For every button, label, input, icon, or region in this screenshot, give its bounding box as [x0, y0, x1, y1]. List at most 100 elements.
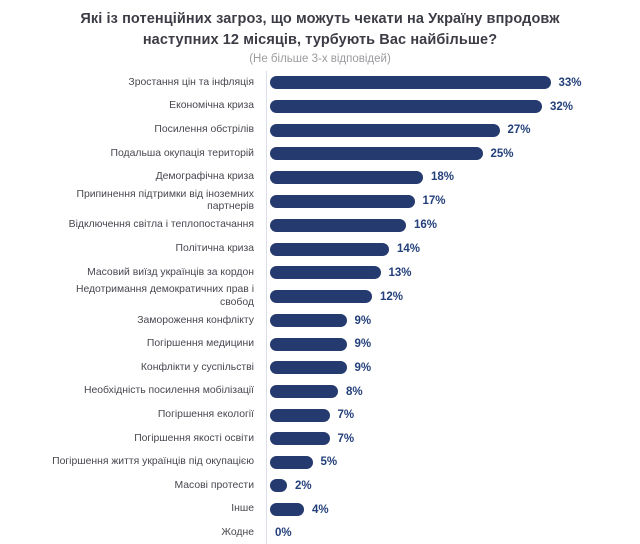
bar-zone: 27%: [266, 118, 640, 142]
bar: [270, 170, 423, 184]
bar-row: Політична криза 14%: [0, 237, 640, 261]
category-label: Подальша окупація територій: [110, 147, 254, 159]
category-label: Припинення підтримки від іноземних партн…: [76, 189, 254, 213]
category-label: Погіршення життя українців під окупацією: [52, 456, 254, 468]
value-label: 4%: [312, 503, 329, 516]
bar: [270, 218, 406, 232]
value-label: 32%: [550, 100, 574, 113]
value-label: 2%: [295, 479, 312, 492]
bar-row: Жодне 0%: [0, 521, 640, 544]
value-label: 17%: [422, 195, 446, 208]
value-label: 9%: [354, 361, 372, 374]
bar: [270, 361, 347, 375]
bar-row: Посилення обстрілів 27%: [0, 118, 640, 142]
category-label: Необхідність посилення мобілізації: [83, 385, 254, 397]
category-label: Економічна криза: [169, 100, 254, 112]
bar-row: Погіршення екології 7%: [0, 403, 640, 427]
bar-zone: 13%: [266, 260, 640, 285]
bar: [270, 123, 500, 137]
bar: [270, 385, 338, 399]
category-label: Жодне: [221, 526, 254, 538]
category-label: Конфлікти у суспільстві: [140, 361, 254, 373]
category-label: Інше: [231, 503, 254, 515]
category-label: Відключення світла і теплопостачання: [68, 219, 254, 231]
bar: [270, 479, 287, 493]
bar-row: Масовий виїзд українців за кордон 13%: [0, 260, 640, 285]
category-label: Замороження конфлікту: [137, 314, 254, 326]
bar: [270, 408, 330, 422]
category-label: Погіршення медицини: [146, 338, 254, 350]
value-label: 27%: [507, 124, 531, 137]
bar-zone: 9%: [266, 332, 640, 357]
bar-zone: 7%: [266, 426, 640, 451]
chart-subtitle: (Не більше 3-х відповідей): [249, 53, 391, 66]
bar: [270, 266, 381, 280]
value-label: 9%: [354, 338, 372, 351]
bar-zone: 0%: [266, 521, 640, 544]
value-label: 18%: [431, 171, 455, 184]
bar-row: Зростання цін та інфляція 33%: [0, 71, 640, 95]
bar-zone: 14%: [266, 237, 640, 261]
category-label: Погіршення екології: [157, 409, 254, 420]
bar-row: Погіршення якості освіти 7%: [0, 426, 640, 451]
bar: [270, 242, 389, 256]
bar-zone: 18%: [266, 165, 640, 190]
value-label: 9%: [354, 314, 372, 327]
bar: [270, 290, 372, 304]
category-label: Недотримання демократичних прав і свобод: [75, 284, 254, 308]
bar: [270, 147, 483, 161]
value-label: 5%: [320, 456, 338, 469]
bar-chart: Зростання цін та інфляція 33% Економічна к…: [0, 71, 640, 544]
value-label: 0%: [275, 527, 292, 540]
value-label: 7%: [337, 432, 355, 445]
bar: [270, 337, 347, 351]
category-label: Зростання цін та інфляція: [128, 76, 254, 88]
bar: [270, 76, 551, 90]
bar-zone: 32%: [266, 94, 640, 119]
bar-row: Замороження конфлікту 9%: [0, 308, 640, 333]
bar-row: Демографічна криза 18%: [0, 165, 640, 190]
bar: [270, 194, 415, 208]
bar-row: Економічна криза 32%: [0, 94, 640, 119]
bar-zone: 8%: [266, 379, 640, 404]
bar-zone: 12%: [266, 284, 640, 309]
category-label: Демографічна криза: [155, 171, 254, 183]
value-label: 33%: [558, 76, 582, 89]
category-label: Погіршення якості освіти: [134, 432, 254, 444]
bar: [270, 314, 347, 328]
bar-zone: 7%: [266, 403, 640, 427]
value-label: 7%: [337, 409, 355, 422]
category-label: Політична криза: [175, 242, 254, 254]
value-label: 16%: [414, 219, 438, 232]
bar-zone: 4%: [266, 497, 640, 522]
bar-row: Погіршення життя українців під окупацією…: [0, 450, 640, 475]
bar-zone: 33%: [266, 71, 640, 95]
bar-zone: 9%: [266, 356, 640, 380]
bar-row: Припинення підтримки від іноземних партн…: [0, 189, 640, 214]
bar: [270, 455, 313, 469]
bar: [270, 503, 304, 517]
bar: [270, 100, 542, 114]
bar-row: Відключення світла і теплопостачання 16%: [0, 213, 640, 238]
bar-row: Конфлікти у суспільстві 9%: [0, 356, 640, 380]
bar-zone: 16%: [266, 213, 640, 238]
value-label: 25%: [490, 147, 514, 160]
bar-row: Погіршення медицини 9%: [0, 332, 640, 357]
bar-row: Недотримання демократичних прав і свобод…: [0, 284, 640, 309]
bar-zone: 17%: [266, 189, 640, 214]
bar-row: Необхідність посилення мобілізації 8%: [0, 379, 640, 404]
bar-row: Масові протести 2%: [0, 474, 640, 498]
category-label: Масові протести: [174, 479, 255, 491]
bar-row: Подальша окупація територій 25%: [0, 141, 640, 166]
bar-zone: 25%: [266, 141, 640, 166]
bar-zone: 5%: [266, 450, 640, 475]
chart-title: Які із потенційних загроз, що можуть чек…: [80, 11, 560, 48]
category-label: Посилення обстрілів: [154, 124, 254, 135]
value-label: 14%: [397, 243, 421, 256]
bar: [270, 432, 330, 446]
bar-row: Інше 4%: [0, 497, 640, 522]
bar-zone: 9%: [266, 308, 640, 333]
value-label: 12%: [380, 290, 404, 303]
bar-zone: 2%: [266, 474, 640, 498]
